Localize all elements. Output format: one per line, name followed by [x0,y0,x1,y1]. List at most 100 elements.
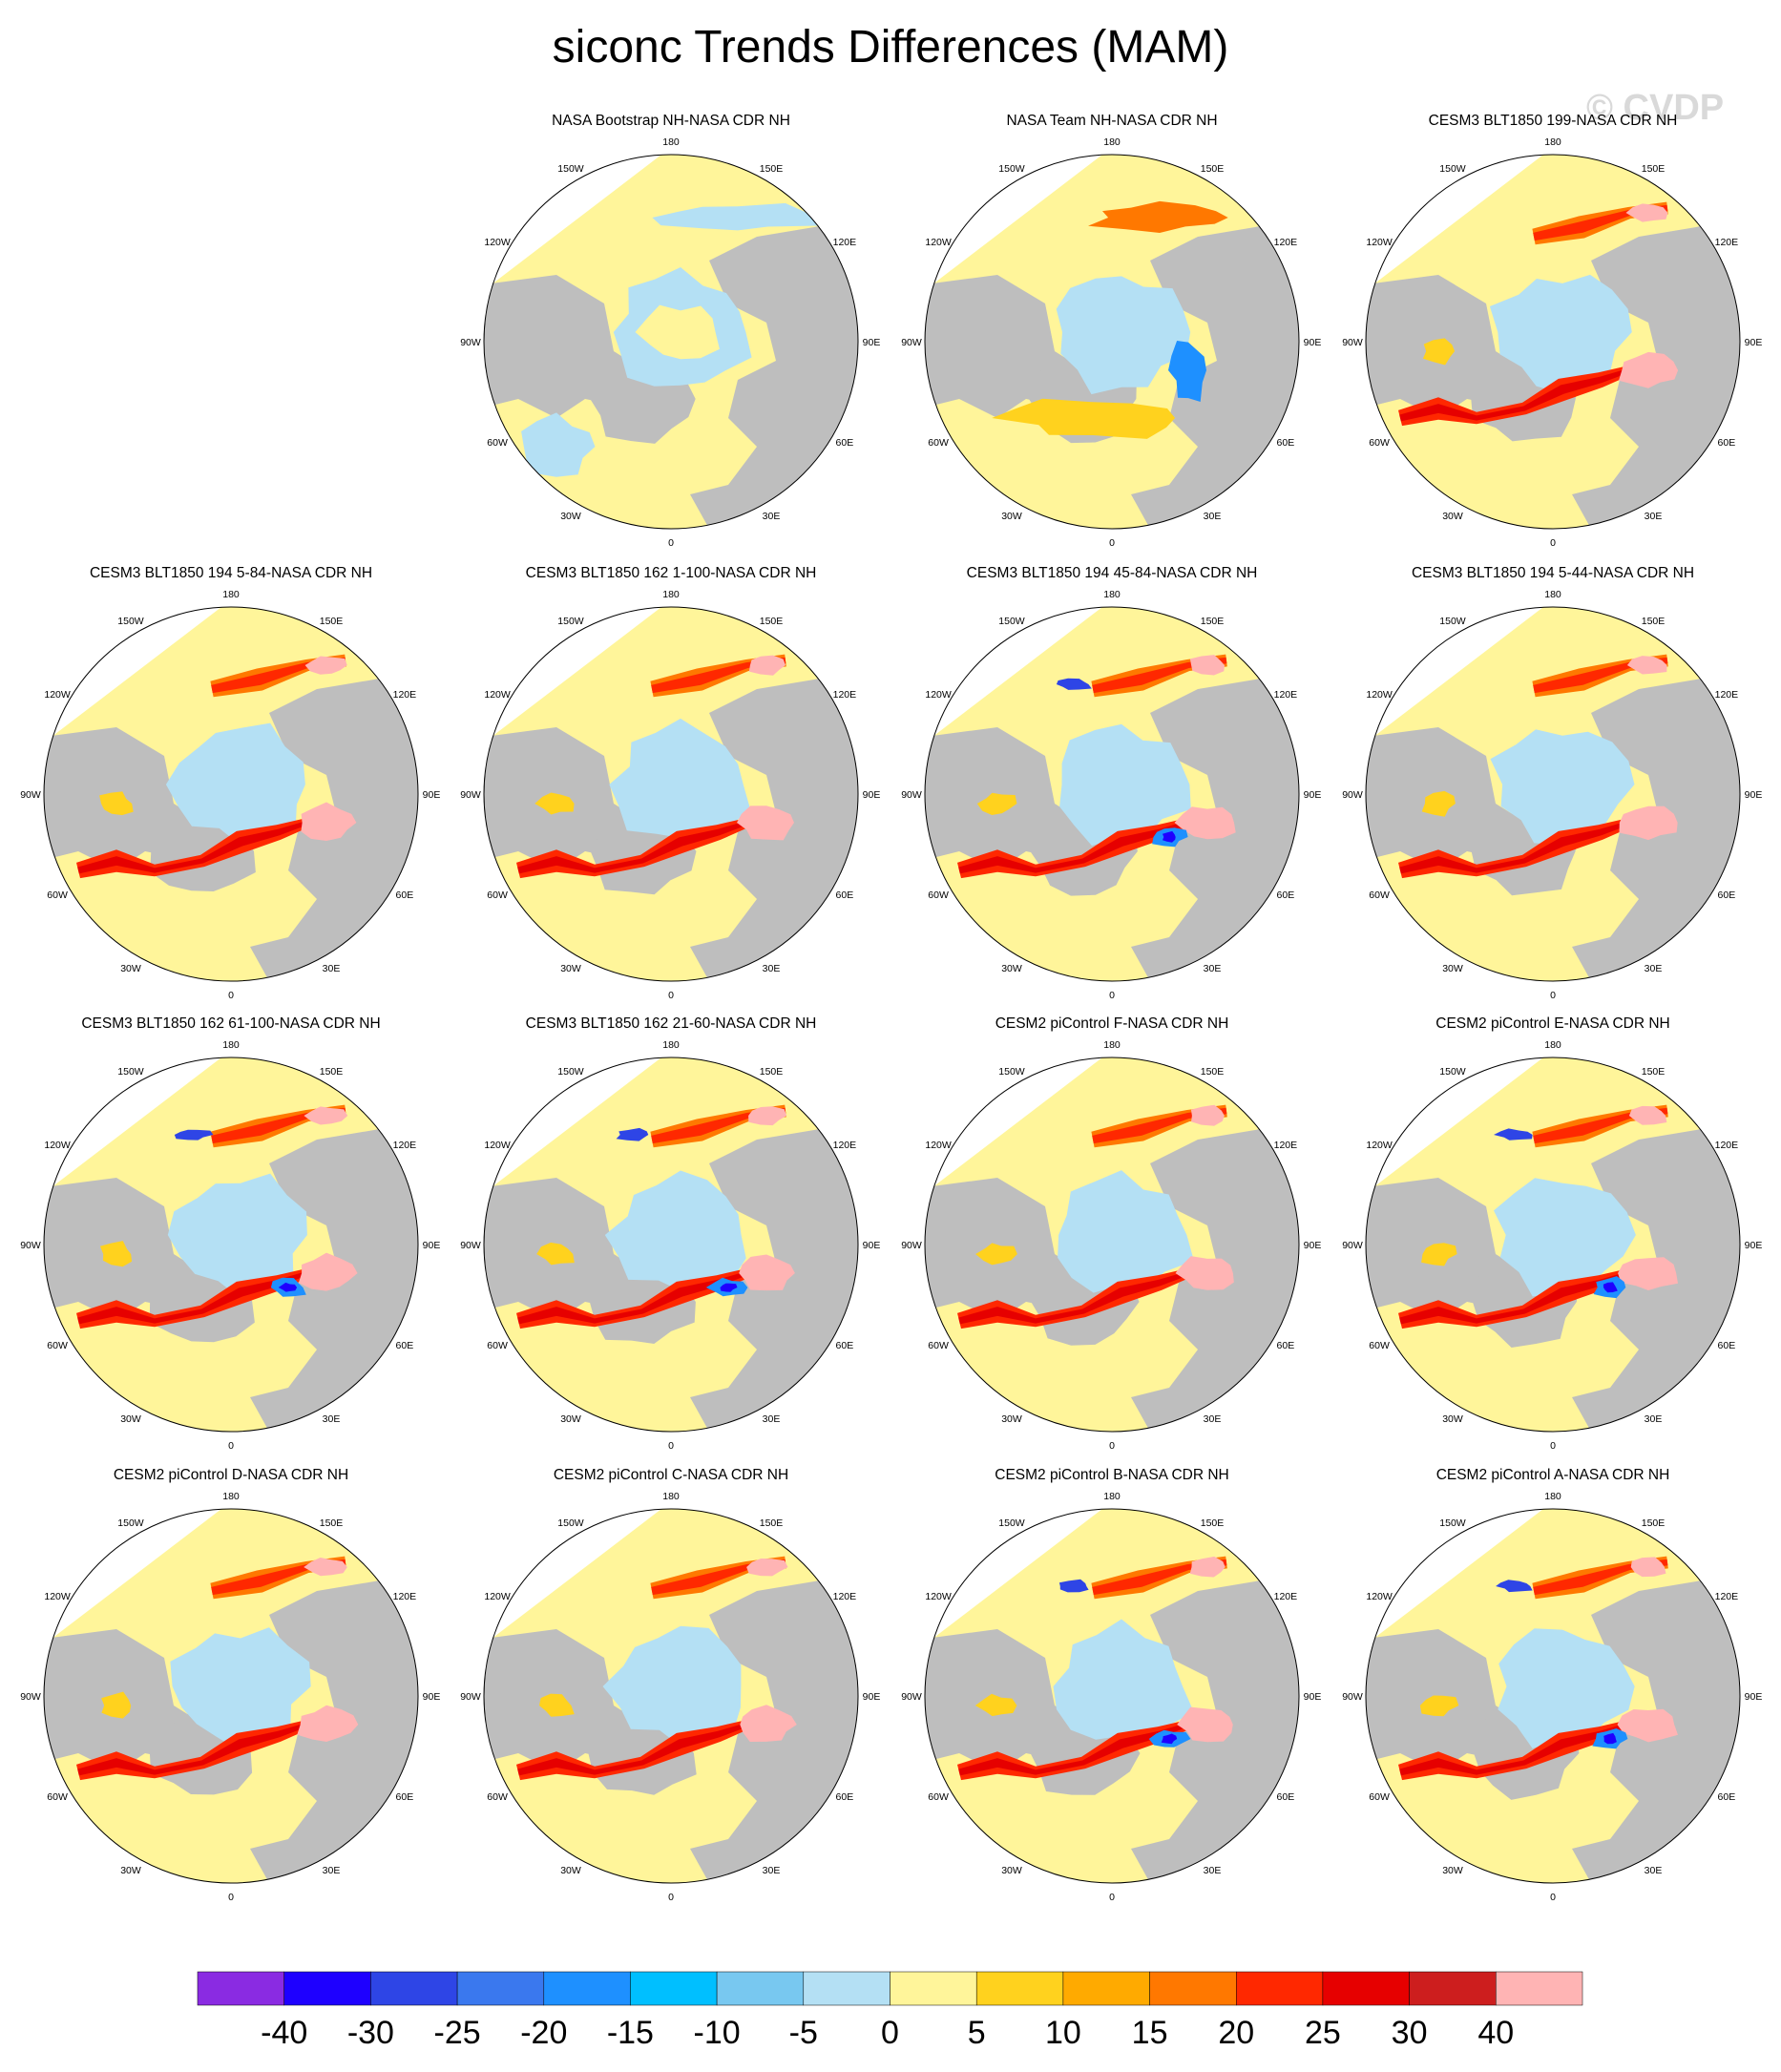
longitude-label: 90W [901,337,922,348]
colorbar-swatch [1496,1971,1583,2006]
longitude-label: 120W [484,1140,511,1151]
longitude-label: 90E [863,789,881,801]
longitude-label: 30W [1442,1865,1463,1876]
longitude-label: 60E [1718,437,1736,449]
map-panel: NASA Team NH-NASA CDR NH 180 150E 120E 90E 60… [892,113,1331,571]
longitude-label: 60E [836,437,854,449]
longitude-label: 120E [1274,1140,1298,1151]
map-boundary [1365,1057,1741,1433]
longitude-label: 90E [1745,1240,1763,1251]
polar-map: 180 150E 120E 90E 60E 30E 0 30W 60W 90W 120W 150W [1342,1039,1763,1452]
colorbar-label: 25 [1305,2015,1341,2051]
longitude-label: 180 [1544,1039,1561,1051]
longitude-label: 30W [560,1413,581,1425]
longitude-label: 90W [1342,1691,1363,1703]
longitude-label: 90W [20,1240,41,1251]
arctic-basin [1494,1178,1636,1297]
colorbar-label: 30 [1392,2015,1428,2051]
longitude-label: 120W [1366,689,1393,701]
longitude-label: 60E [1718,1340,1736,1351]
longitude-label: 30W [1442,511,1463,522]
longitude-label: 150W [117,1517,144,1529]
longitude-label: 60E [1718,1791,1736,1803]
colorbar-swatch [283,1971,371,2006]
longitude-label: 30E [323,963,341,974]
colorbar-swatch [370,1971,458,2006]
longitude-label: 180 [1544,1491,1561,1502]
longitude-label: 30W [120,1413,141,1425]
polar-map: 180 150E 120E 90E 60E 30E 0 30W 60W 90W 120W 150W [1342,589,1762,1001]
figure-title: siconc Trends Differences (MAM) [552,22,1229,73]
map-boundary [43,1508,419,1884]
longitude-label: 60W [47,1791,68,1803]
longitude-label: 120E [833,689,857,701]
longitude-label: 150E [1642,616,1666,627]
map-panel: CESM3 BLT1850 162 21-60-NASA CDR NH 180 15… [451,1015,890,1474]
map-panel: CESM3 BLT1850 199-NASA CDR NH 180 150E 120E… [1333,113,1772,571]
arctic-basin [609,718,751,838]
longitude-label: 120W [925,1591,952,1602]
longitude-label: 90W [460,1240,481,1251]
longitude-label: 60E [1277,437,1295,449]
longitude-label: 90E [1304,789,1322,801]
arctic-basin [165,722,305,846]
longitude-label: 60W [1369,437,1390,449]
longitude-label: 0 [228,1440,234,1452]
longitude-label: 90W [901,1691,922,1703]
longitude-label: 90E [1745,1691,1763,1703]
longitude-label: 90E [1304,337,1322,348]
polar-map: 180 150E 120E 90E 60E 30E 0 30W 60W 90W 120W 150W [901,1039,1321,1452]
longitude-label: 150E [1642,163,1666,175]
land-eurasia [690,218,858,529]
longitude-label: 30W [560,511,581,522]
longitude-label: 60E [396,889,414,901]
longitude-label: 180 [1103,1491,1121,1502]
panel-title: CESM2 piControl A-NASA CDR NH [1435,1467,1670,1483]
colorbar-swatch [1409,1971,1497,2006]
arctic-basin [1490,729,1635,845]
longitude-label: 180 [662,1491,680,1502]
longitude-label: 90E [423,1240,441,1251]
longitude-label: 30W [560,963,581,974]
longitude-label: 120W [44,689,71,701]
map-panel: CESM2 piControl F-NASA CDR NH 180 150E 120E… [892,1015,1331,1474]
polar-map: 180 150E 120E 90E 60E 30E 0 30W 60W 90W 120W 150W [460,589,881,1001]
panel-title: NASA Team NH-NASA CDR NH [1006,113,1218,129]
longitude-label: 60W [928,889,949,901]
colorbar-label: -30 [347,2015,394,2051]
colorbar-swatch [1062,1971,1150,2006]
longitude-label: 150W [998,1517,1025,1529]
longitude-label: 90W [460,337,481,348]
longitude-label: 0 [668,1440,674,1452]
longitude-label: 30W [120,1865,141,1876]
longitude-label: 60W [47,1340,68,1351]
map-boundary [1365,1508,1741,1884]
arctic-basin [170,1627,311,1752]
colorbar-label: -20 [520,2015,567,2051]
longitude-label: 150W [998,616,1025,627]
longitude-label: 0 [228,990,234,1001]
longitude-label: 30E [763,1413,781,1425]
longitude-label: 180 [222,1491,240,1502]
panel-title: NASA Bootstrap NH-NASA CDR NH [552,113,790,129]
longitude-label: 150E [760,163,784,175]
longitude-label: 90W [901,789,922,801]
longitude-label: 30E [323,1865,341,1876]
longitude-label: 0 [668,537,674,549]
map-boundary [1365,606,1741,982]
arctic-basin [1059,723,1191,847]
longitude-label: 180 [662,1039,680,1051]
longitude-label: 0 [1550,1892,1556,1903]
panel-title: CESM2 piControl B-NASA CDR NH [995,1467,1229,1483]
map-boundary [483,1508,859,1884]
longitude-label: 120E [1715,1140,1739,1151]
panel-title: CESM3 BLT1850 194 45-84-NASA CDR NH [966,565,1258,581]
longitude-label: 30E [1204,1865,1222,1876]
longitude-label: 60E [1277,1340,1295,1351]
longitude-label: 60W [1369,1340,1390,1351]
longitude-label: 30W [1001,963,1022,974]
map-panel: CESM2 piControl B-NASA CDR NH 180 150E 120E… [892,1467,1331,1925]
longitude-label: 60E [396,1340,414,1351]
longitude-label: 180 [1103,1039,1121,1051]
longitude-label: 30W [1001,1865,1022,1876]
